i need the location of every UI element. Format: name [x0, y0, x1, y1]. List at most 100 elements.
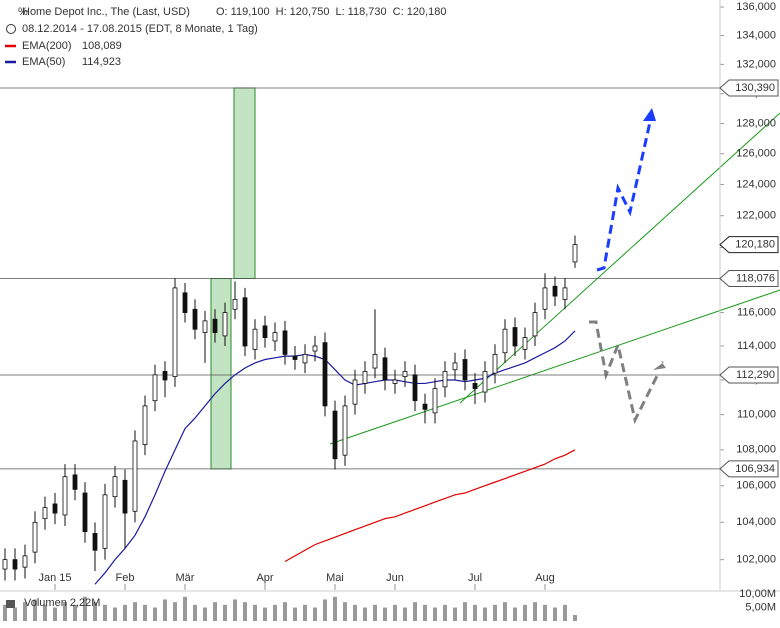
level-label-box — [719, 460, 779, 478]
volume-bar — [273, 604, 277, 621]
x-tick-label: Mär — [176, 572, 195, 584]
y-tick-label: 136,000 — [736, 1, 776, 13]
candle-body — [62, 476, 68, 516]
x-tick-label: Apr — [256, 572, 273, 584]
x-tick-label: Aug — [535, 572, 555, 584]
candle-body — [502, 328, 508, 354]
candle-body — [242, 297, 248, 347]
ohlc-value: H: 120,750 — [276, 6, 330, 18]
x-tick-label: Feb — [116, 572, 135, 584]
volume-icon — [6, 600, 15, 608]
legend-label: EMA(200) — [22, 40, 72, 52]
candle-body — [112, 476, 118, 498]
y-tick-label: 104,000 — [736, 516, 776, 528]
x-tick-label: Jul — [468, 572, 482, 584]
candle-body — [12, 559, 18, 570]
volume-label: Volumen 2,22M — [24, 597, 100, 609]
forecast-arrow — [596, 121, 652, 272]
clock-icon — [6, 24, 16, 34]
y-tick-label: 114,000 — [737, 340, 776, 352]
volume-bar — [513, 607, 517, 621]
candle-body — [302, 354, 308, 364]
candle-body — [452, 362, 458, 371]
volume-bar — [453, 607, 457, 621]
x-tick-label: Jun — [386, 572, 404, 584]
volume-bar — [233, 599, 237, 621]
legend-value: 114,923 — [82, 56, 121, 68]
drawings — [329, 108, 780, 445]
last-price-box — [719, 236, 779, 254]
chart-subtitle: 08.12.2014 - 17.08.2015 (EDT, 8 Monate, … — [22, 23, 258, 35]
volume-bar — [543, 604, 547, 621]
level-label-box — [719, 270, 779, 288]
candle-body — [432, 388, 438, 414]
candle-body — [292, 355, 298, 360]
y-tick-label: 102,000 — [736, 554, 776, 566]
candle-body — [152, 374, 158, 402]
candle-body — [182, 292, 188, 313]
volume-bar — [293, 607, 297, 621]
candle-body — [172, 287, 178, 377]
candle-body — [52, 503, 58, 514]
candle-body — [422, 403, 428, 410]
candle-body — [122, 479, 128, 514]
candle-body — [82, 492, 88, 532]
volume-bar — [413, 602, 417, 621]
volume-bar — [73, 604, 77, 621]
y-tick-label: 106,000 — [736, 480, 776, 492]
volume-bar — [193, 604, 197, 621]
candle-body — [212, 318, 218, 333]
arrow-head — [653, 361, 666, 370]
volume-bar — [533, 602, 537, 621]
volume-bar — [423, 604, 427, 621]
volume-bar — [183, 596, 187, 621]
volume-bar — [483, 607, 487, 621]
candle-body — [312, 345, 318, 352]
volume-bar — [263, 607, 267, 621]
volume-bar — [123, 604, 127, 621]
volume-bar — [43, 604, 47, 621]
volume-bar — [313, 607, 317, 621]
candle-body — [92, 533, 98, 551]
volume-bar — [473, 604, 477, 621]
candle-body — [472, 383, 478, 389]
volume-bar — [23, 602, 27, 621]
level-label: 106,934 — [735, 463, 775, 475]
level-label-box — [719, 79, 779, 97]
y-tick-label: 116,000 — [737, 306, 776, 318]
level-label-box — [719, 366, 779, 384]
candle-body — [532, 312, 538, 337]
volume-bar — [113, 607, 117, 621]
candle-body — [322, 342, 328, 407]
candle-body — [142, 405, 148, 445]
candle-body — [282, 330, 288, 355]
candle-body — [442, 371, 448, 388]
volume-bar — [523, 604, 527, 621]
volume-bar — [3, 604, 7, 621]
forecast-arrow — [589, 320, 660, 425]
ohlc-value: L: 118,730 — [335, 6, 386, 18]
candle-body — [512, 327, 518, 347]
candle-body — [2, 559, 8, 570]
chart-title: Home Depot Inc., The (Last, USD) — [22, 6, 190, 18]
candle-body — [552, 285, 558, 297]
candle-body — [272, 332, 278, 342]
volume-tick-label: 5,00M — [745, 601, 776, 613]
volume-bar — [213, 602, 217, 621]
volume-bar — [573, 615, 577, 621]
y-tick-label: 110,000 — [737, 409, 776, 421]
x-tick-label: Jan 15 — [38, 572, 71, 584]
ohlc-value: C: 120,180 — [393, 6, 447, 18]
volume-bar — [243, 602, 247, 621]
y-tick-label: 122,000 — [736, 210, 776, 222]
volume-bar — [133, 602, 137, 621]
level-label: 112,290 — [736, 369, 775, 381]
volume-bar — [223, 604, 227, 621]
volume-bar — [13, 607, 17, 621]
candle-body — [342, 405, 348, 456]
candle-body — [482, 371, 488, 393]
legend-value: 108,089 — [82, 40, 122, 52]
candle-body — [572, 244, 578, 263]
volume-bar — [63, 602, 67, 621]
candle-body — [352, 379, 358, 405]
